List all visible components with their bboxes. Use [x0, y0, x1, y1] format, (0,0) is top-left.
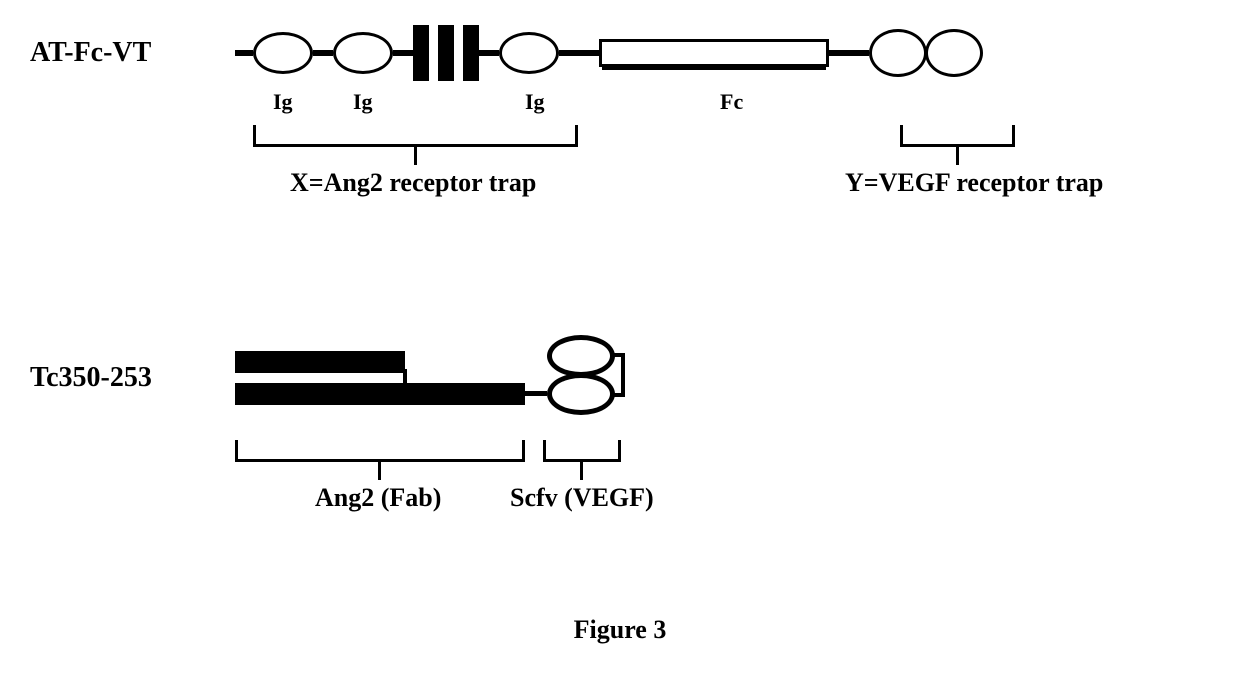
diagram-tc350: Ang2 (Fab) Scfv (VEGF)	[235, 340, 615, 415]
annotation-scfv: Scfv (VEGF)	[510, 483, 654, 513]
fab-light-chain	[235, 351, 405, 373]
bracket-scfv	[543, 440, 621, 462]
annotation-y: Y=VEGF receptor trap	[845, 168, 1103, 198]
annotation-fab: Ang2 (Fab)	[315, 483, 441, 513]
vt-domain-2	[925, 29, 983, 77]
chain-atfcvt	[235, 25, 983, 81]
scfv-link	[611, 353, 625, 397]
sublabel-fc: Fc	[720, 89, 743, 115]
stick-lead	[235, 50, 253, 56]
bracket-scfv-tick	[580, 462, 583, 480]
fab-group	[235, 340, 615, 415]
stick-3	[479, 50, 499, 56]
stick-4	[559, 50, 599, 56]
construct-atfcvt: AT-Fc-VT Ig Ig Ig Fc	[30, 25, 983, 119]
stick-2	[393, 50, 413, 56]
construct-tc350: Tc350-253 Ang2 (Fab) Scf	[30, 340, 615, 415]
ig-domain-2	[333, 32, 393, 74]
label-tc350: Tc350-253	[30, 362, 205, 394]
sublabel-ig3: Ig	[525, 89, 545, 115]
fc-box	[599, 39, 829, 67]
stick-1	[313, 50, 333, 56]
scfv-domain-2	[547, 373, 615, 415]
bracket-x-tick	[414, 147, 417, 165]
ig-domain-1	[253, 32, 313, 74]
stick-5	[829, 50, 869, 56]
diagram-atfcvt: Ig Ig Ig Fc X=Ang2 receptor trap Y=VEGF …	[235, 25, 983, 119]
fab-connector	[403, 369, 407, 383]
scfv-domain-1	[547, 335, 615, 377]
stick-fab-scfv	[525, 391, 547, 396]
bracket-y	[900, 125, 1015, 147]
annotation-x: X=Ang2 receptor trap	[290, 168, 536, 198]
bracket-fab	[235, 440, 525, 462]
bracket-x	[253, 125, 578, 147]
scfv-group	[547, 335, 615, 415]
label-atfcvt: AT-Fc-VT	[30, 37, 205, 69]
bar-2	[438, 25, 454, 81]
bar-3	[463, 25, 479, 81]
bar-1	[413, 25, 429, 81]
sublabel-ig2: Ig	[353, 89, 373, 115]
bracket-fab-tick	[378, 462, 381, 480]
sublabel-ig1: Ig	[273, 89, 293, 115]
bracket-y-tick	[956, 147, 959, 165]
vt-domain-1	[869, 29, 927, 77]
sublabels-row: Ig Ig Ig Fc	[235, 89, 983, 119]
fab-heavy-chain	[235, 383, 525, 405]
figure-caption: Figure 3	[574, 615, 667, 645]
egf-bars	[413, 25, 479, 81]
ig-domain-3	[499, 32, 559, 74]
